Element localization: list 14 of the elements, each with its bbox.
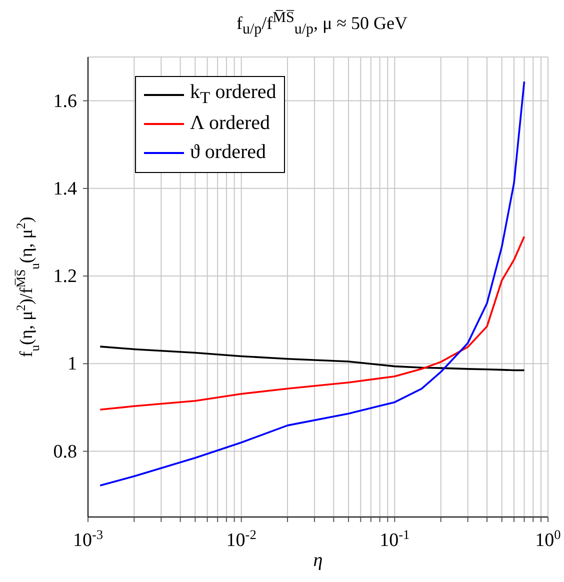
y-tick-label: 1 <box>68 354 77 375</box>
x-axis-title: η <box>313 550 323 571</box>
y-tick-label: 0.8 <box>53 441 77 462</box>
y-tick-label: 1.4 <box>53 178 78 200</box>
legend-label: k$_{T}$ ordered <box>190 81 276 108</box>
x-tick-label: 10$^{0}$ <box>535 526 562 551</box>
x-tick-label: 10$^{-1}$ <box>380 526 410 551</box>
legend-label: ϑ ordered <box>190 141 266 164</box>
y-tick-label: 1.6 <box>53 90 77 112</box>
x-tick-label: 10$^{-3}$ <box>72 526 104 551</box>
x-tick-label: 10$^{-2}$ <box>226 526 256 551</box>
chart-title: f$_{u/p}$/f$^{M̅S̅}$$_{u/p}$, μ ≈ 50 GeV <box>235 10 409 39</box>
legend-label: Λ ordered <box>190 112 270 135</box>
y-tick-label: 1.2 <box>53 266 77 288</box>
